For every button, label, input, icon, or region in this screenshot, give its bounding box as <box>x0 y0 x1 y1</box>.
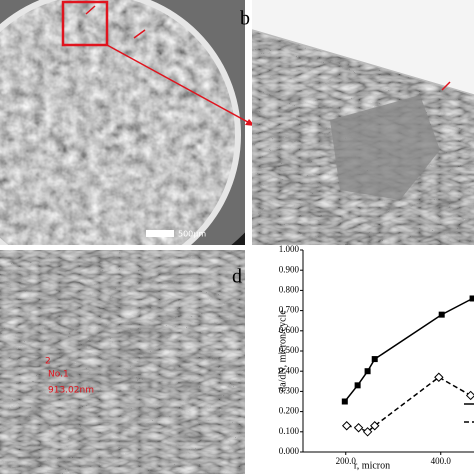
point <box>465 390 474 401</box>
panel-c: 2 No.1 913.02nm <box>0 250 245 474</box>
point <box>341 421 352 431</box>
panel-a: 500µm <box>0 0 245 245</box>
panel-b <box>252 0 474 245</box>
point <box>362 427 373 437</box>
point <box>469 295 474 302</box>
x-tick-label: 400.0 <box>431 456 452 466</box>
annotation: No.1 <box>48 370 69 380</box>
point <box>438 311 445 318</box>
x-axis-label: r, micron <box>354 460 390 471</box>
point <box>353 423 364 433</box>
y-tick-label: 0.900 <box>279 264 300 274</box>
panel-label: d <box>232 266 242 288</box>
y-tick-label: 1.000 <box>279 244 300 254</box>
annotation: 2 <box>45 357 51 367</box>
y-tick-label: 0.000 <box>279 446 300 456</box>
y-tick-label: 0.400 <box>279 365 300 375</box>
panel-label: b <box>240 8 250 30</box>
y-tick-label: 0.800 <box>279 284 300 294</box>
point <box>370 421 380 431</box>
chart: 0.000 0.100 0.200 0.300 0.400 0.500 0.600 0.700… <box>279 244 474 466</box>
x-tick-label: 200.0 <box>336 456 357 466</box>
y-axis-label: da/dN, micron/cycle <box>277 310 288 392</box>
y-tick-label: 0.200 <box>279 406 300 416</box>
y-tick-label: 0.700 <box>279 305 300 315</box>
y-tick-label: 0.600 <box>279 325 300 335</box>
point <box>354 382 361 389</box>
y-tick-label: 0.500 <box>279 345 300 355</box>
scale-bar-label: 500µm <box>178 230 206 239</box>
point <box>371 356 378 363</box>
point <box>434 372 444 382</box>
point <box>364 368 371 375</box>
y-tick-label: 0.100 <box>279 426 300 436</box>
annotation: 913.02nm <box>48 386 94 396</box>
series-line <box>346 376 472 433</box>
y-tick-label: 0.300 <box>279 385 300 395</box>
point <box>341 398 348 405</box>
